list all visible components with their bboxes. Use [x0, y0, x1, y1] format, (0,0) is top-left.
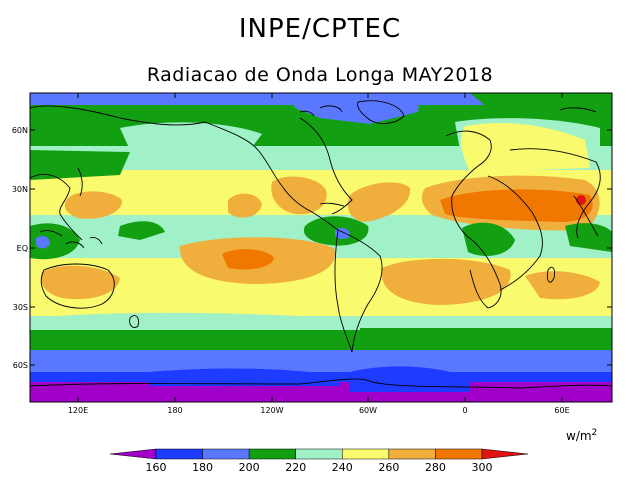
coast-asia-south	[509, 148, 601, 239]
colorbar-high-triangle	[481, 448, 529, 460]
lat-label-30n: 30N	[11, 185, 28, 194]
coast-australia	[40, 263, 115, 309]
lat-label-30s: 30S	[12, 303, 28, 312]
sahara-dark-orange	[440, 189, 593, 222]
lat-label-eq: EQ	[16, 244, 28, 253]
africa-green	[462, 222, 515, 256]
maritime-continent-green	[30, 223, 80, 260]
atlantic-orange	[347, 182, 411, 222]
coast-arctic-islands	[299, 105, 597, 117]
coast-madagascar	[547, 266, 555, 283]
maritime-continent-blue	[36, 236, 50, 249]
colorbar-tick-260: 260	[378, 461, 400, 474]
lon-label-180: 180	[167, 406, 183, 415]
colorbar	[109, 448, 529, 460]
colorbar-tick-160: 160	[145, 461, 167, 474]
colorbar-segment-2	[248, 448, 296, 460]
coast-india	[573, 195, 599, 237]
europe-yellow	[460, 122, 590, 172]
map-ticks	[30, 93, 612, 402]
colorbar-tick-280: 280	[424, 461, 446, 474]
colorbar-tick-180: 180	[192, 461, 214, 474]
coast-north-america-east	[299, 117, 353, 215]
mexico-orange	[271, 176, 327, 215]
south-pacific-max	[222, 249, 274, 270]
pacific-orange-west	[64, 191, 123, 219]
colorbar-segment-1	[202, 448, 250, 460]
pacific-itcz-green	[118, 221, 165, 240]
coastlines	[30, 100, 612, 389]
units-label: w/m2	[566, 428, 597, 443]
south-indian-orange	[525, 271, 600, 300]
band-south-green	[30, 328, 612, 352]
coast-antarctica	[30, 378, 612, 389]
lat-label-60s: 60S	[12, 361, 28, 370]
coast-africa-east	[487, 175, 543, 291]
antarctic-blue-east	[150, 368, 340, 386]
lon-label-120w: 120W	[260, 406, 284, 415]
lat-label-60n: 60N	[11, 126, 28, 135]
colorbar-segment-5	[388, 448, 436, 460]
map-subtitle: Radiacao de Onda Longa MAY2018	[146, 64, 494, 86]
colorbar-low-triangle	[109, 448, 157, 460]
asia-green	[30, 150, 130, 180]
colorbar-tick-200: 200	[238, 461, 260, 474]
coast-indonesia	[39, 229, 103, 249]
lon-label-60w: 60W	[358, 406, 378, 415]
units-base: w/m	[566, 429, 592, 443]
page-title: INPE/CPTEC	[238, 14, 402, 44]
olr-field	[30, 93, 612, 402]
south-ocean-mint	[30, 312, 360, 330]
coast-nz	[129, 315, 139, 329]
colorbar-segment-4	[342, 448, 390, 460]
drake-blue	[350, 366, 470, 392]
colorbar-segment-3	[295, 448, 343, 460]
coast-caribbean	[319, 202, 345, 207]
coast-greenland	[357, 100, 405, 124]
lon-label-0: 0	[462, 406, 468, 415]
arabia-max	[576, 195, 586, 205]
lon-label-120e: 120E	[67, 406, 89, 415]
coast-asia	[30, 105, 206, 241]
colorbar-segment-0	[155, 448, 203, 460]
lon-label-60e: 60E	[554, 406, 570, 415]
south-atlantic-orange	[381, 258, 511, 305]
colorbar-tick-300: 300	[471, 461, 493, 474]
colorbar-segment-6	[435, 448, 483, 460]
greenland-low	[290, 93, 420, 124]
coast-alaska	[204, 121, 339, 231]
pacific-orange-east	[228, 193, 262, 218]
australia-orange	[40, 265, 120, 300]
units-exponent: 2	[591, 428, 598, 438]
colorbar-tick-240: 240	[331, 461, 353, 474]
coast-south-america	[334, 229, 383, 353]
siberia-green	[470, 93, 612, 128]
colorbar-tick-220: 220	[285, 461, 307, 474]
coast-europe-africa	[445, 130, 502, 309]
north-mint-patch	[120, 122, 262, 150]
coast-japan	[77, 167, 83, 197]
